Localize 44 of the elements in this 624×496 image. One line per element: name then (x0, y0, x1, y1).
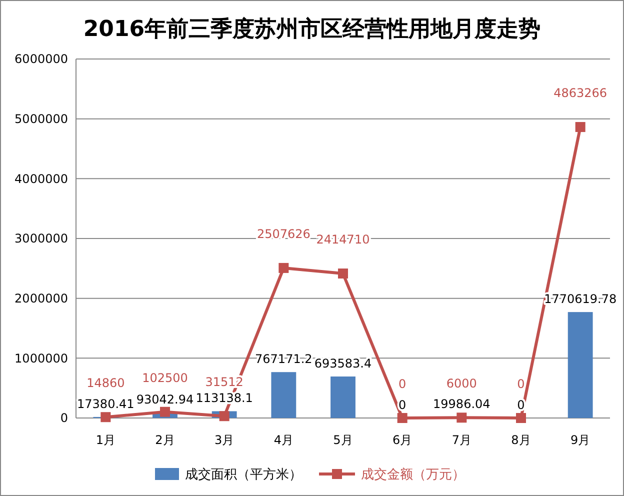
data-label: 693583.4 (314, 356, 372, 370)
data-label: 93042.94 (136, 392, 194, 406)
x-tick-label: 1月 (96, 433, 116, 447)
x-tick-label: 4月 (274, 433, 294, 447)
y-tick-label: 2000000 (14, 292, 68, 306)
x-tick-label: 6月 (392, 433, 412, 447)
x-tick-label: 8月 (511, 433, 531, 447)
point (397, 413, 408, 423)
x-tick-label: 2月 (155, 433, 175, 447)
data-label: 2507626 (256, 226, 310, 241)
data-label: 0 (517, 377, 525, 391)
bar (568, 312, 593, 418)
legend-label: 成交金额（万元） (361, 466, 465, 483)
y-tick-label: 0 (60, 411, 68, 426)
y-tick-label: 5000000 (14, 112, 68, 126)
point (456, 412, 467, 423)
point (516, 413, 526, 423)
data-label: 6000 (446, 376, 477, 391)
bar (330, 376, 356, 418)
x-tick-label: 7月 (452, 433, 472, 447)
x-tick-label: 5月 (333, 433, 353, 447)
y-tick-label: 3000000 (14, 232, 68, 246)
data-label: 102500 (142, 370, 188, 385)
y-tick-label: 6000000 (14, 52, 68, 66)
x-tick-label: 9月 (570, 433, 590, 447)
data-label: 14860 (86, 376, 125, 390)
point (100, 412, 111, 422)
legend-label: 成交面积（平方米） (185, 466, 302, 483)
point (160, 406, 170, 417)
data-label: 19986.04 (433, 396, 490, 411)
point (338, 268, 348, 279)
point (575, 122, 586, 132)
point (219, 411, 230, 422)
y-tick-label: 4000000 (14, 172, 68, 186)
data-label: 17380.41 (77, 396, 134, 411)
bar (271, 372, 296, 418)
data-label: 4863266 (554, 86, 608, 100)
x-tick-label: 3月 (214, 433, 234, 447)
data-label: 0 (398, 377, 406, 391)
y-tick-label: 1000000 (14, 351, 68, 366)
data-label: 0 (398, 398, 406, 412)
data-label: 767171.2 (255, 352, 312, 366)
point (278, 262, 289, 273)
chart-title: 2016年前三季度苏州市区经营性用地月度走势 (83, 16, 541, 42)
